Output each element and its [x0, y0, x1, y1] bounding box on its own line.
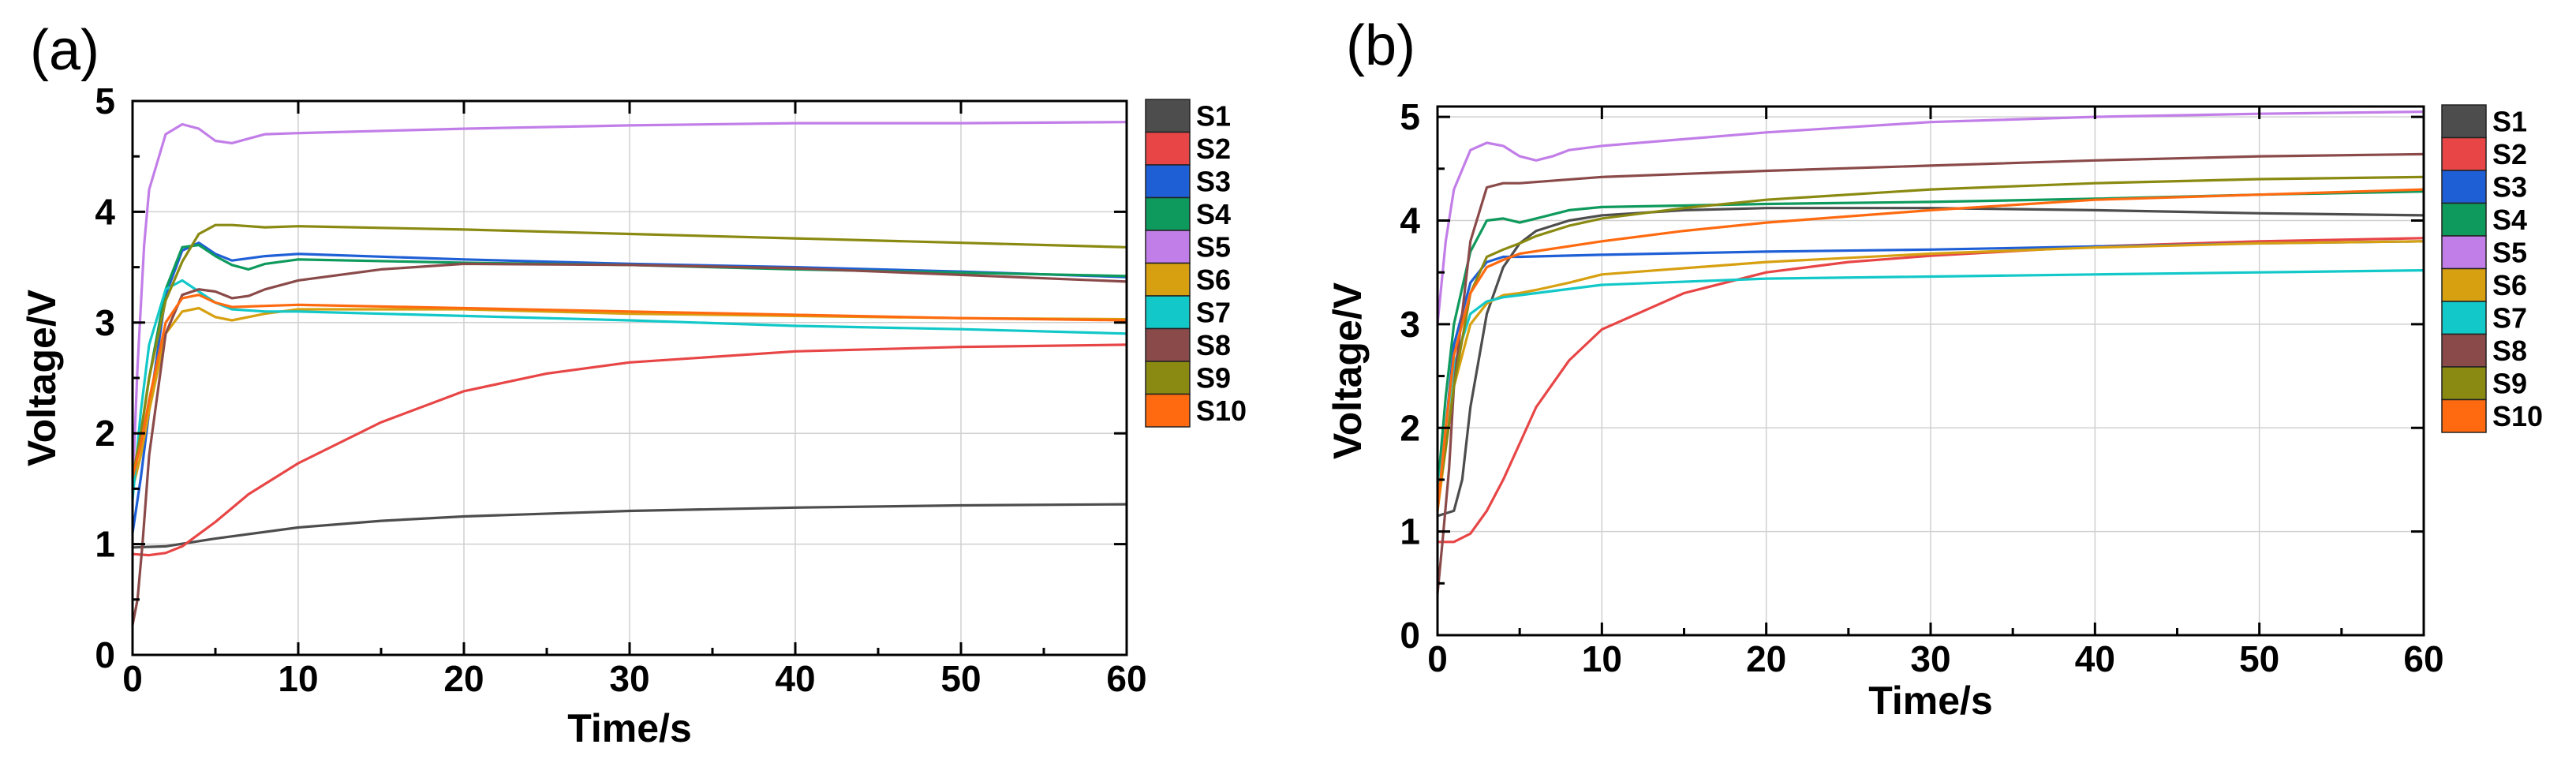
x-tick-label: 40 [775, 658, 815, 699]
panel-b: (b)0 10 20 30 40 50 60012345Time/sVoltage/VS1S… [1325, 14, 2543, 723]
legend-label-s1: S1 [1196, 100, 1231, 133]
legend-label-s4: S4 [1196, 198, 1231, 230]
y-axis-title: Voltage/V [1325, 282, 1370, 459]
legend-label-s2: S2 [2492, 138, 2527, 170]
x-axis-title: Time/s [1868, 679, 1993, 723]
x-tick-label: 30 [1910, 638, 1950, 679]
legend-label-s6: S6 [1196, 264, 1231, 296]
legend-label-s8: S8 [1196, 329, 1231, 361]
legend-label-s3: S3 [1196, 166, 1231, 198]
y-tick-label: 0 [1400, 615, 1420, 656]
x-tick-label: 60 [2403, 638, 2443, 679]
legend-label-s4: S4 [2492, 204, 2527, 236]
series-line-s5 [131, 121, 1128, 490]
legend-label-s3: S3 [2492, 171, 2527, 204]
legend-swatch-s2 [2441, 137, 2487, 171]
x-tick-label: 60 [1106, 658, 1146, 699]
y-tick-label: 5 [1400, 96, 1420, 137]
x-axis-title: Time/s [567, 706, 692, 750]
y-tick-label: 1 [1400, 511, 1420, 552]
legend-swatch-s5 [2441, 235, 2487, 270]
series-line-s6 [1436, 240, 2425, 512]
legend-swatch-s9 [1145, 361, 1191, 395]
legend-swatch-s4 [2441, 202, 2487, 237]
legend-label-s10: S10 [2492, 400, 2543, 432]
y-tick-label: 4 [1400, 200, 1420, 241]
y-tick-label: 3 [95, 302, 115, 343]
x-tick-label: 50 [2239, 638, 2279, 679]
y-tick-label: 3 [1400, 304, 1420, 345]
panel-label: (a) [30, 19, 99, 82]
legend-label-s2: S2 [1196, 133, 1231, 165]
y-tick-label: 1 [95, 524, 115, 565]
legend-swatch-s5 [1145, 230, 1191, 264]
y-axis-title: Voltage/V [20, 289, 64, 466]
legend-label-s5: S5 [1196, 231, 1231, 264]
x-tick-label: 30 [609, 658, 649, 699]
x-tick-label: 10 [278, 658, 318, 699]
y-tick-label: 5 [95, 80, 115, 122]
legend-label-s7: S7 [1196, 297, 1231, 329]
legend-swatch-s2 [1145, 131, 1191, 166]
legend-swatch-s8 [2441, 333, 2487, 368]
y-tick-label: 4 [95, 191, 115, 232]
legend-label-s9: S9 [2492, 368, 2527, 400]
y-tick-label: 2 [1400, 407, 1420, 448]
legend-swatch-s7 [2441, 301, 2487, 335]
series-line-s8 [131, 262, 1128, 626]
series-line-s1 [1436, 207, 2425, 518]
legend-swatch-s1 [1145, 99, 1191, 133]
x-tick-label: 20 [443, 658, 484, 699]
y-tick-label: 2 [95, 413, 115, 454]
legend-label-s1: S1 [2492, 106, 2527, 138]
series-line-s4 [1436, 190, 2425, 492]
legend-label-s5: S5 [2492, 237, 2527, 269]
series-group [1436, 110, 2425, 596]
series-line-s9 [131, 223, 1128, 479]
series-line-s8 [1436, 152, 2425, 596]
legend-label-s8: S8 [2492, 335, 2527, 367]
series-line-s1 [131, 503, 1128, 549]
y-tick-label: 0 [95, 634, 115, 675]
legend-swatch-s1 [2441, 104, 2487, 139]
series-line-s5 [1436, 110, 2425, 326]
legend-swatch-s10 [1145, 393, 1191, 428]
legend-swatch-s3 [2441, 170, 2487, 204]
legend-swatch-s6 [1145, 262, 1191, 297]
legend-label-s7: S7 [2492, 302, 2527, 335]
legend-swatch-s3 [1145, 164, 1191, 199]
legend-swatch-s4 [1145, 196, 1191, 231]
panel-label: (b) [1346, 14, 1415, 77]
series-line-s9 [1436, 175, 2425, 502]
series-line-s7 [131, 279, 1128, 501]
legend-swatch-s6 [2441, 267, 2487, 302]
x-tick-label: 50 [940, 658, 981, 699]
x-tick-label: 20 [1746, 638, 1786, 679]
x-tick-label: 40 [2075, 638, 2115, 679]
legend-label-s9: S9 [1196, 362, 1231, 395]
series-line-s6 [131, 306, 1128, 490]
x-tick-label: 10 [1582, 638, 1622, 679]
x-tick-label: 0 [122, 658, 143, 699]
series-line-s2 [131, 343, 1128, 557]
legend-swatch-s10 [2441, 398, 2487, 433]
legend-label-s6: S6 [2492, 269, 2527, 301]
x-tick-label: 0 [1427, 638, 1448, 679]
series-group [131, 121, 1128, 626]
legend-swatch-s7 [1145, 295, 1191, 330]
series-line-s10 [131, 294, 1128, 479]
panel-a: (a)0 10 20 30 40 50 60012345Time/sVoltage/VS1S… [20, 19, 1247, 750]
legend-swatch-s8 [1145, 327, 1191, 362]
legend-label-s10: S10 [1196, 395, 1247, 427]
series-line-s10 [1436, 188, 2425, 512]
legend-swatch-s9 [2441, 366, 2487, 401]
